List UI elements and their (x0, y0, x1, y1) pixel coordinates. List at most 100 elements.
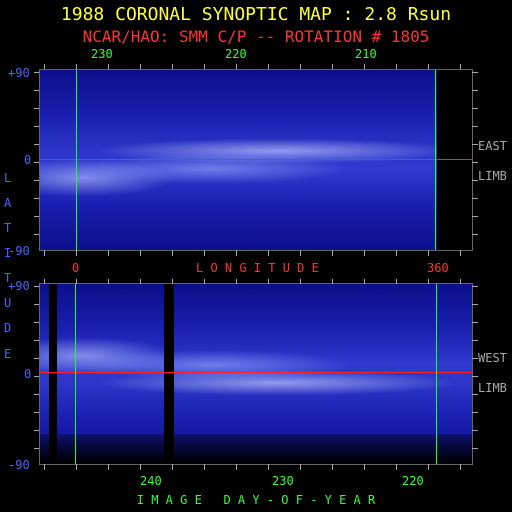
longitude-tick (204, 250, 205, 256)
bottom-axis-label-230: 230 (272, 474, 294, 488)
left-axis-tick (34, 72, 39, 73)
longitude-tick (76, 279, 77, 284)
bottom-map-frame (39, 283, 473, 465)
top-axis-tick (108, 64, 109, 69)
longitude-tick (172, 279, 173, 284)
right-axis-tick (472, 322, 478, 323)
right-axis-tick (472, 216, 478, 217)
longitude-tick (332, 250, 333, 256)
longitude-label-360: 360 (427, 261, 449, 275)
top-axis-tick (396, 64, 397, 69)
top-axis-tick (364, 64, 365, 69)
bottom-axis-tick (396, 464, 397, 470)
longitude-tick (268, 279, 269, 284)
top-axis-tick (332, 64, 333, 69)
longitude-tick (140, 250, 141, 256)
bottom-axis-tick (44, 464, 45, 470)
bottom-axis-tick (204, 464, 205, 470)
latitude-letter: L (4, 171, 12, 185)
bottom-axis-tick (300, 464, 301, 470)
longitude-tick (140, 279, 141, 284)
bottom-axis-tick (172, 464, 173, 470)
bottom-axis-tick (428, 464, 429, 470)
bottom-axis-tick (332, 464, 333, 470)
top-axis-tick (236, 64, 237, 69)
longitude-tick (172, 250, 173, 256)
right-axis-tick (472, 304, 478, 305)
right-axis-tick (472, 72, 478, 73)
bottom-lat-label-plus90: +90 (8, 279, 30, 293)
right-axis-tick (472, 90, 478, 91)
latitude-letter: A (4, 196, 12, 210)
top-lat-label-plus90: +90 (8, 66, 30, 80)
top-axis-tick (300, 64, 301, 69)
bottom-map-gap-left (49, 284, 57, 464)
longitude-tick (364, 250, 365, 256)
left-axis-tick (34, 234, 39, 235)
top-lat-label-minus90: -90 (8, 244, 30, 258)
left-axis-tick (34, 340, 39, 341)
right-axis-tick (472, 180, 478, 181)
longitude-tick (332, 279, 333, 284)
right-axis-tick (472, 198, 478, 199)
top-map-gap (437, 70, 472, 250)
longitude-tick (76, 250, 77, 256)
bottom-axis-label-220: 220 (402, 474, 424, 488)
top-axis-tick (76, 64, 77, 69)
longitude-tick (268, 250, 269, 256)
top-axis-tick (428, 64, 429, 69)
right-axis-tick (472, 162, 478, 163)
left-axis-tick (34, 304, 39, 305)
longitude-tick (428, 279, 429, 284)
longitude-tick (300, 250, 301, 256)
left-axis-tick (34, 286, 39, 287)
bottom-axis-tick (364, 464, 365, 470)
top-axis-tick (172, 64, 173, 69)
longitude-tick (236, 279, 237, 284)
right-axis-tick (472, 430, 478, 431)
right-axis-tick (472, 126, 478, 127)
longitude-tick (364, 279, 365, 284)
latitude-letter: T (4, 271, 12, 285)
top-axis-label-220: 220 (225, 47, 247, 61)
top-axis-tick (140, 64, 141, 69)
west-label: WEST (478, 351, 507, 365)
east-label: EAST (478, 139, 507, 153)
right-axis-tick (472, 286, 478, 287)
longitude-tick (108, 250, 109, 256)
latitude-letter: E (4, 347, 12, 361)
left-axis-tick (34, 358, 39, 359)
left-axis-tick (34, 322, 39, 323)
left-axis-tick (34, 376, 39, 377)
west-limb-label: LIMB (478, 381, 507, 395)
bottom-equator-line (40, 372, 472, 373)
top-map-image (40, 70, 472, 250)
top-left-boundary-line (76, 70, 77, 250)
top-axis-tick (460, 64, 461, 69)
bottom-left-boundary-line (75, 284, 76, 464)
longitude-tick (428, 250, 429, 256)
right-axis-tick (472, 144, 478, 145)
chart-subtitle: NCAR/HAO: SMM C/P -- ROTATION # 1805 (82, 27, 430, 46)
top-axis-label-210: 210 (355, 47, 377, 61)
latitude-letter: T (4, 221, 12, 235)
longitude-tick (44, 279, 45, 284)
right-axis-tick (472, 340, 478, 341)
bottom-lat-label-0: 0 (24, 367, 32, 381)
bottom-axis-label-240: 240 (140, 474, 162, 488)
longitude-axis-title: L O N G I T U D E (196, 261, 319, 275)
top-axis-tick (268, 64, 269, 69)
right-axis-tick (472, 234, 478, 235)
bottom-axis-tick (108, 464, 109, 470)
left-axis-tick (34, 90, 39, 91)
bottom-synoptic-map (40, 284, 472, 464)
longitude-tick (44, 250, 45, 256)
longitude-tick (204, 279, 205, 284)
right-axis-tick (472, 108, 478, 109)
longitude-tick (236, 250, 237, 256)
left-axis-tick (34, 394, 39, 395)
left-axis-tick (34, 108, 39, 109)
longitude-tick (300, 279, 301, 284)
top-lat-label-0: 0 (24, 153, 32, 167)
latitude-letter: D (4, 321, 12, 335)
